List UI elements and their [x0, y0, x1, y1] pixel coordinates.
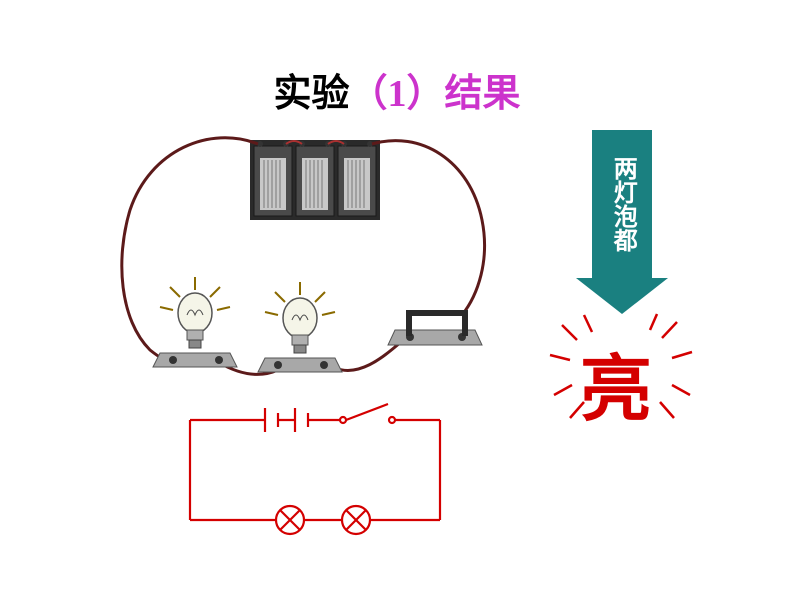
- bulb-2: [258, 282, 342, 372]
- switch: [388, 310, 482, 345]
- banner-text: 两灯泡都: [592, 130, 652, 278]
- title-part2: （1）结果: [350, 73, 521, 115]
- result-arrow-banner: 两灯泡都: [592, 130, 652, 314]
- bulb-1: [153, 277, 237, 367]
- banner-arrowhead: [576, 278, 668, 314]
- shine-character: 亮: [580, 330, 652, 435]
- battery-pack: [250, 140, 380, 220]
- title-part1: 实验: [273, 73, 349, 115]
- schematic-diagram: [170, 400, 460, 540]
- wire-right: [372, 141, 485, 315]
- circuit-illustration: [110, 130, 530, 400]
- page-title: 实验（1）结果: [273, 62, 520, 117]
